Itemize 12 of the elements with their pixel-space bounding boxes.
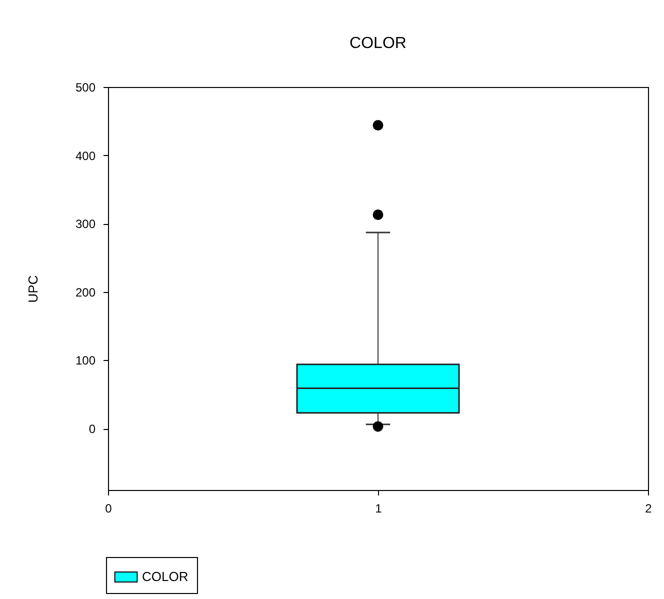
y-tick-label: 300: [75, 217, 96, 232]
y-axis-title: UPC: [25, 275, 40, 303]
legend-label: COLOR: [142, 569, 188, 584]
x-tick-label: 2: [645, 502, 652, 516]
x-tick-label: 1: [375, 502, 382, 516]
x-tick-label: 0: [105, 502, 112, 516]
y-tick-label: 500: [75, 80, 96, 94]
y-tick-label: 100: [75, 354, 96, 368]
y-tick-label: 0: [88, 422, 96, 436]
y-tick-label: 200: [75, 285, 96, 300]
chart-title: COLOR: [350, 35, 406, 52]
y-tick-label: 400: [75, 148, 96, 163]
